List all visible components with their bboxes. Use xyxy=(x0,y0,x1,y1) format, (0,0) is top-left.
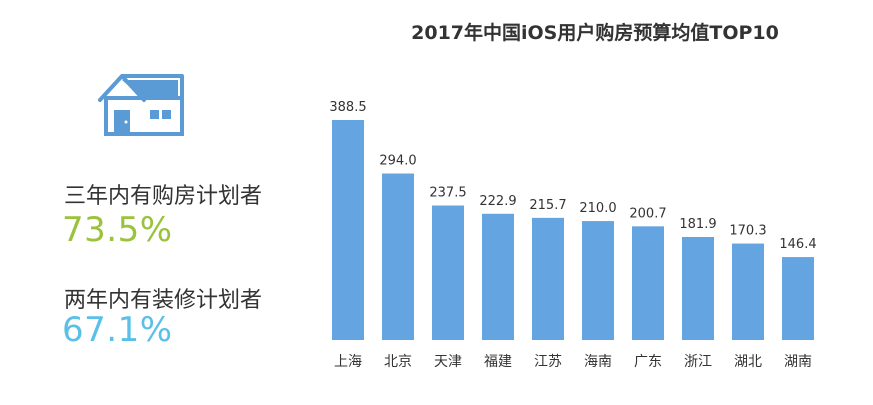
data-label: 181.9 xyxy=(679,217,716,232)
data-label: 237.5 xyxy=(429,186,466,201)
bar-江苏 xyxy=(532,217,564,340)
data-label: 388.5 xyxy=(329,100,366,115)
bar-福建 xyxy=(482,213,514,340)
category-label: 湖北 xyxy=(734,354,762,370)
category-label: 北京 xyxy=(384,354,412,370)
data-label: 222.9 xyxy=(479,194,516,209)
bar-北京 xyxy=(382,173,414,340)
house-icon xyxy=(98,74,184,136)
data-label: 294.0 xyxy=(379,154,416,169)
bar-广东 xyxy=(632,226,664,340)
bar-浙江 xyxy=(682,236,714,340)
bar-天津 xyxy=(432,205,464,340)
category-label: 天津 xyxy=(434,354,462,370)
data-label: 210.0 xyxy=(579,201,616,216)
bar-海南 xyxy=(582,221,614,340)
bar-上海 xyxy=(332,120,364,340)
category-label: 海南 xyxy=(584,354,612,370)
category-label: 浙江 xyxy=(684,354,712,370)
stat-label-renovation-plan: 两年内有装修计划者 xyxy=(64,288,263,313)
bar-湖北 xyxy=(732,243,764,340)
stat-label-purchase-plan: 三年内有购房计划者 xyxy=(64,184,263,209)
data-label: 200.7 xyxy=(629,206,666,221)
data-label: 215.7 xyxy=(529,198,566,213)
data-label: 146.4 xyxy=(779,237,816,252)
stat-value-purchase-plan: 73.5% xyxy=(62,210,173,250)
chart-title: 2017年中国iOS用户购房预算均值TOP10 xyxy=(411,22,779,44)
stat-value-renovation-plan: 67.1% xyxy=(62,310,173,350)
category-label: 广东 xyxy=(634,354,662,370)
category-label: 福建 xyxy=(484,354,512,370)
data-label: 170.3 xyxy=(729,224,766,239)
category-label: 湖南 xyxy=(784,354,812,370)
category-label: 上海 xyxy=(334,354,362,370)
category-label: 江苏 xyxy=(534,354,562,370)
bar-湖南 xyxy=(782,257,814,340)
